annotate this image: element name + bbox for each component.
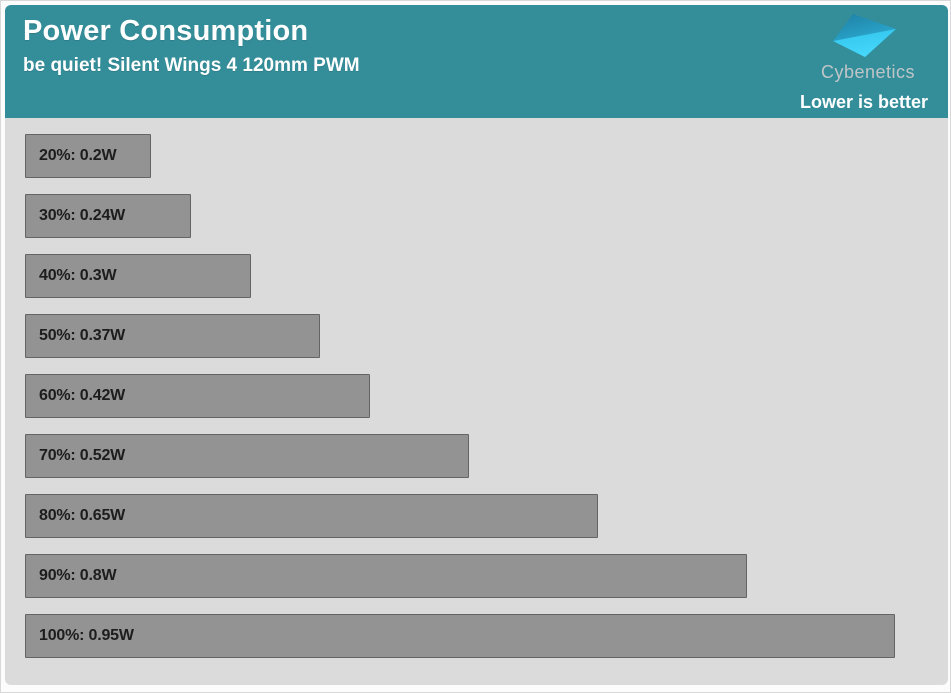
bar: 100%: 0.95W (25, 614, 895, 658)
bar-row: 30%: 0.24W (25, 194, 948, 238)
bar-label: 60%: 0.42W (39, 387, 126, 404)
bar-label: 80%: 0.65W (39, 507, 126, 524)
bar-chart-plot: 20%: 0.2W 30%: 0.24W 40%: 0.3W 50%: 0.37W 60… (5, 118, 948, 685)
bar: 50%: 0.37W (25, 314, 320, 358)
bar-row: 100%: 0.95W (25, 614, 948, 658)
bar: 70%: 0.52W (25, 434, 469, 478)
chart-content: Power Consumption be quiet! Silent Wings… (5, 5, 948, 685)
chart-subtitle: be quiet! Silent Wings 4 120mm PWM (23, 55, 360, 76)
bar: 60%: 0.42W (25, 374, 370, 418)
bar-row: 20%: 0.2W (25, 134, 948, 178)
bar-label: 30%: 0.24W (39, 207, 126, 224)
bar: 90%: 0.8W (25, 554, 747, 598)
bar-label: 40%: 0.3W (39, 267, 117, 284)
bar-row: 40%: 0.3W (25, 254, 948, 298)
bar-row: 80%: 0.65W (25, 494, 948, 538)
cybenetics-wordmark: Cybenetics (820, 62, 916, 82)
bar-label: 20%: 0.2W (39, 147, 117, 164)
bar: 80%: 0.65W (25, 494, 598, 538)
bar-row: 90%: 0.8W (25, 554, 948, 598)
bar: 20%: 0.2W (25, 134, 151, 178)
cybenetics-diamond-icon (833, 14, 896, 57)
cybenetics-logo: Cybenetics (800, 13, 936, 83)
bar-label: 50%: 0.37W (39, 327, 126, 344)
bar-row: 50%: 0.37W (25, 314, 948, 358)
bar-label: 100%: 0.95W (39, 627, 134, 644)
bar-row: 70%: 0.52W (25, 434, 948, 478)
bar: 40%: 0.3W (25, 254, 251, 298)
bar-label: 90%: 0.8W (39, 567, 117, 584)
bar-label: 70%: 0.52W (39, 447, 126, 464)
chart-title: Power Consumption (23, 15, 309, 47)
chart-header: Power Consumption be quiet! Silent Wings… (5, 5, 948, 118)
bar: 30%: 0.24W (25, 194, 191, 238)
bar-row: 60%: 0.42W (25, 374, 948, 418)
lower-is-better-note: Lower is better (799, 92, 928, 112)
